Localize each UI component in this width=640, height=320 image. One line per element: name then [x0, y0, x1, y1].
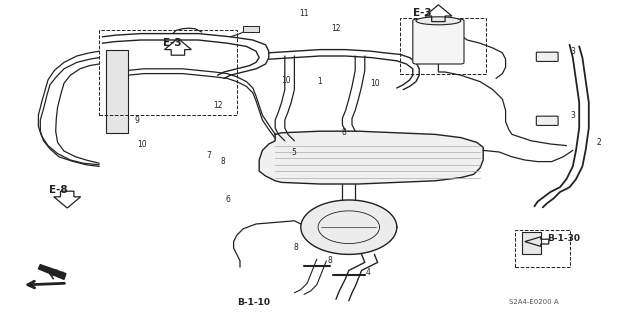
Text: FR.: FR. — [48, 266, 66, 282]
Text: 6: 6 — [225, 195, 230, 204]
Bar — [99, 30, 237, 115]
Bar — [515, 230, 570, 267]
Bar — [243, 26, 259, 32]
Text: 8: 8 — [328, 256, 332, 265]
Polygon shape — [38, 265, 66, 279]
Text: B-1-10: B-1-10 — [237, 298, 270, 307]
FancyBboxPatch shape — [536, 116, 558, 125]
Text: 5: 5 — [291, 148, 296, 156]
Text: S2A4-E0200 A: S2A4-E0200 A — [509, 300, 559, 305]
Text: B-1-30: B-1-30 — [547, 234, 580, 243]
Text: 3: 3 — [571, 111, 576, 120]
Text: 10: 10 — [282, 76, 291, 84]
Text: 8: 8 — [221, 157, 225, 166]
Text: 7: 7 — [207, 151, 212, 160]
Text: 3: 3 — [571, 47, 576, 56]
Text: 10: 10 — [138, 140, 147, 148]
Text: E-3: E-3 — [413, 8, 431, 18]
Bar — [106, 50, 128, 133]
Text: 11: 11 — [300, 9, 309, 18]
FancyBboxPatch shape — [536, 52, 558, 61]
Ellipse shape — [416, 17, 461, 25]
Text: 8: 8 — [341, 128, 346, 137]
Text: E-3: E-3 — [163, 38, 182, 48]
Text: 10: 10 — [370, 79, 380, 88]
Text: 12: 12 — [332, 24, 341, 33]
Polygon shape — [301, 200, 397, 254]
FancyBboxPatch shape — [413, 19, 464, 64]
Text: E-8: E-8 — [49, 185, 68, 196]
Polygon shape — [259, 131, 483, 184]
Text: 1: 1 — [317, 77, 321, 86]
Text: 8: 8 — [293, 243, 298, 252]
Text: 9: 9 — [134, 116, 140, 124]
Text: 2: 2 — [596, 138, 601, 147]
Bar — [522, 232, 541, 254]
Text: 12: 12 — [213, 101, 223, 110]
Text: 4: 4 — [366, 268, 371, 277]
Bar — [400, 18, 486, 74]
